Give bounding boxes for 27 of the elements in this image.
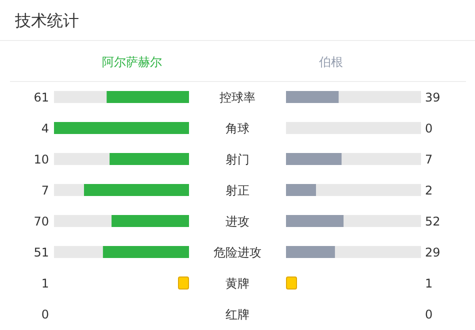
category-label: 角球 xyxy=(226,122,250,136)
category-label: 进攻 xyxy=(226,214,250,228)
data-label: 52 xyxy=(425,214,440,228)
category-label: 射正 xyxy=(226,184,250,198)
data-label: 7 xyxy=(41,184,49,198)
data-label: 0 xyxy=(425,122,433,136)
data-label: 70 xyxy=(34,214,49,228)
data-label: 1 xyxy=(41,276,49,290)
data-label: 0 xyxy=(425,308,433,322)
data-label: 29 xyxy=(425,246,440,260)
data-label: 2 xyxy=(425,184,433,198)
data-label: 51 xyxy=(34,246,49,260)
data-label: 1 xyxy=(425,276,433,290)
category-label: 黄牌 xyxy=(226,276,250,290)
category-label: 控球率 xyxy=(220,90,256,104)
data-label: 0 xyxy=(41,308,49,322)
legend-label: 阿尔萨赫尔 xyxy=(102,55,162,69)
data-label: 7 xyxy=(425,152,433,166)
category-label: 射门 xyxy=(226,152,250,166)
category-label: 红牌 xyxy=(226,308,250,322)
data-label: 4 xyxy=(41,122,49,136)
data-label: 10 xyxy=(34,152,49,166)
category-label: 危险进攻 xyxy=(214,246,262,260)
legend-label: 伯根 xyxy=(318,55,343,69)
text: 技术统计 xyxy=(14,11,79,30)
data-label: 61 xyxy=(34,90,49,104)
data-label: 39 xyxy=(425,90,440,104)
